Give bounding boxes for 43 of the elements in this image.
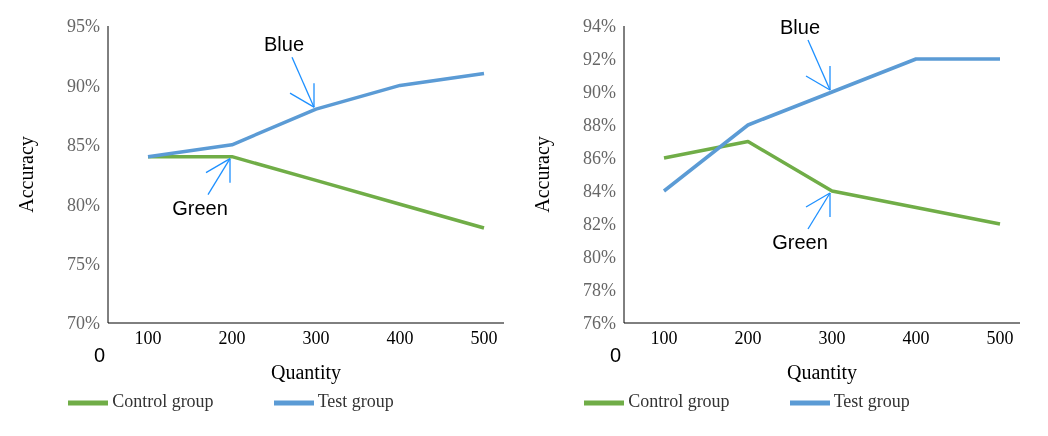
y-tick-label: 78% — [583, 280, 616, 301]
x-tick-label: 400 — [386, 327, 414, 348]
y-tick-label: 90% — [67, 75, 100, 96]
annotation: Blue — [263, 33, 305, 56]
x-tick-label: 100 — [650, 327, 678, 348]
legend-label: Test group — [317, 391, 394, 412]
x-tick-label: 400 — [902, 327, 930, 348]
y-tick-label: 85% — [67, 135, 100, 156]
annotation: Blue — [779, 16, 821, 38]
y-tick-label: 90% — [583, 82, 616, 103]
y-tick-label: 80% — [67, 194, 100, 215]
x-tick-label: 300 — [818, 327, 846, 348]
x-tick-label: 300 — [302, 327, 330, 348]
y-tick-label: 80% — [583, 247, 616, 268]
x-tick-label: 200 — [734, 327, 762, 348]
line-series — [662, 57, 1002, 193]
x-tick-label: 200 — [218, 327, 246, 348]
x-tick-label: 100 — [134, 327, 162, 348]
y-axis-title: Accuracy — [531, 136, 555, 213]
x-tick-label: 500 — [986, 327, 1014, 348]
x-axis-title: Quantity — [787, 361, 857, 384]
y-tick-label: 82% — [583, 214, 616, 235]
annotation: Green — [772, 231, 828, 253]
text: 0 — [94, 344, 106, 367]
y-tick-label: 92% — [583, 49, 616, 70]
y-tick-label: 70% — [67, 313, 100, 334]
y-tick-label: 95% — [67, 16, 100, 37]
y-tick-label: 88% — [583, 115, 616, 136]
annotation: Green — [172, 196, 228, 219]
legend-label: Test group — [833, 391, 910, 412]
line-series — [146, 71, 486, 159]
y-tick-label: 75% — [67, 253, 100, 274]
legend-label: Control group — [628, 391, 730, 412]
x-tick-label: 500 — [470, 327, 498, 348]
y-tick-label: 94% — [583, 16, 616, 37]
y-tick-label: 86% — [583, 148, 616, 169]
y-axis-title: Accuracy — [15, 136, 39, 213]
legend-label: Control group — [112, 391, 214, 412]
y-tick-label: 76% — [583, 313, 616, 334]
y-tick-label: 84% — [583, 181, 616, 202]
x-axis-title: Quantity — [271, 361, 341, 384]
text: 0 — [610, 344, 622, 367]
line-series — [662, 139, 1002, 226]
